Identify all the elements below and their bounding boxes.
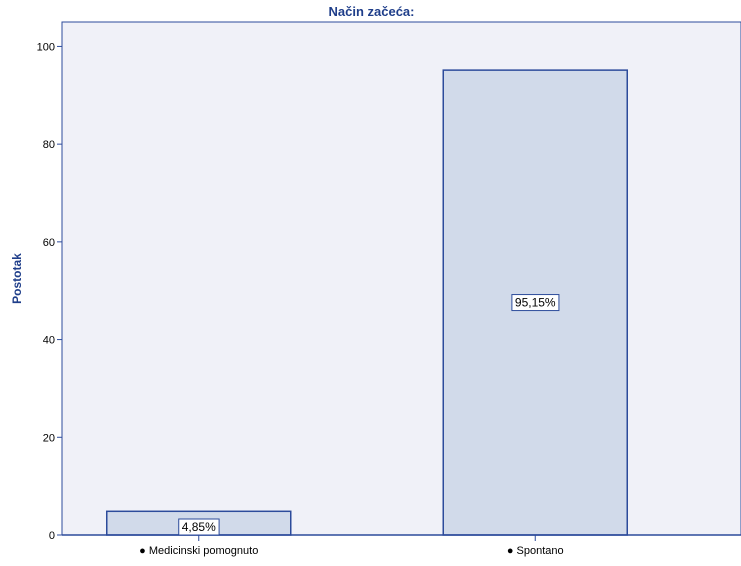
y-axis-label: Postotak	[10, 253, 24, 304]
y-tick-label-0: 0	[49, 530, 55, 542]
y-tick-label-100: 100	[37, 41, 55, 53]
chart-title: Način začeća:	[329, 4, 415, 19]
category-label-0: ● Medicinski pomognuto	[139, 545, 258, 557]
plot-area	[61, 21, 741, 536]
y-tick-label-80: 80	[43, 139, 55, 151]
data-label-0: 4,85%	[178, 518, 220, 536]
data-label-1: 95,15%	[511, 294, 560, 312]
svg-text:95,15%: 95,15%	[515, 296, 556, 310]
y-tick-label-20: 20	[43, 432, 55, 444]
y-tick-label-40: 40	[43, 335, 55, 347]
category-label-1: ● Spontano	[507, 545, 564, 557]
y-tick-label-60: 60	[43, 237, 55, 249]
axes-layer: 0 20 40 60 80 100 ● Medicinski pomognuto ● Spon…	[37, 22, 741, 557]
labels-layer: 4,85% 95,15%	[178, 294, 560, 536]
svg-text:4,85%: 4,85%	[182, 520, 216, 534]
